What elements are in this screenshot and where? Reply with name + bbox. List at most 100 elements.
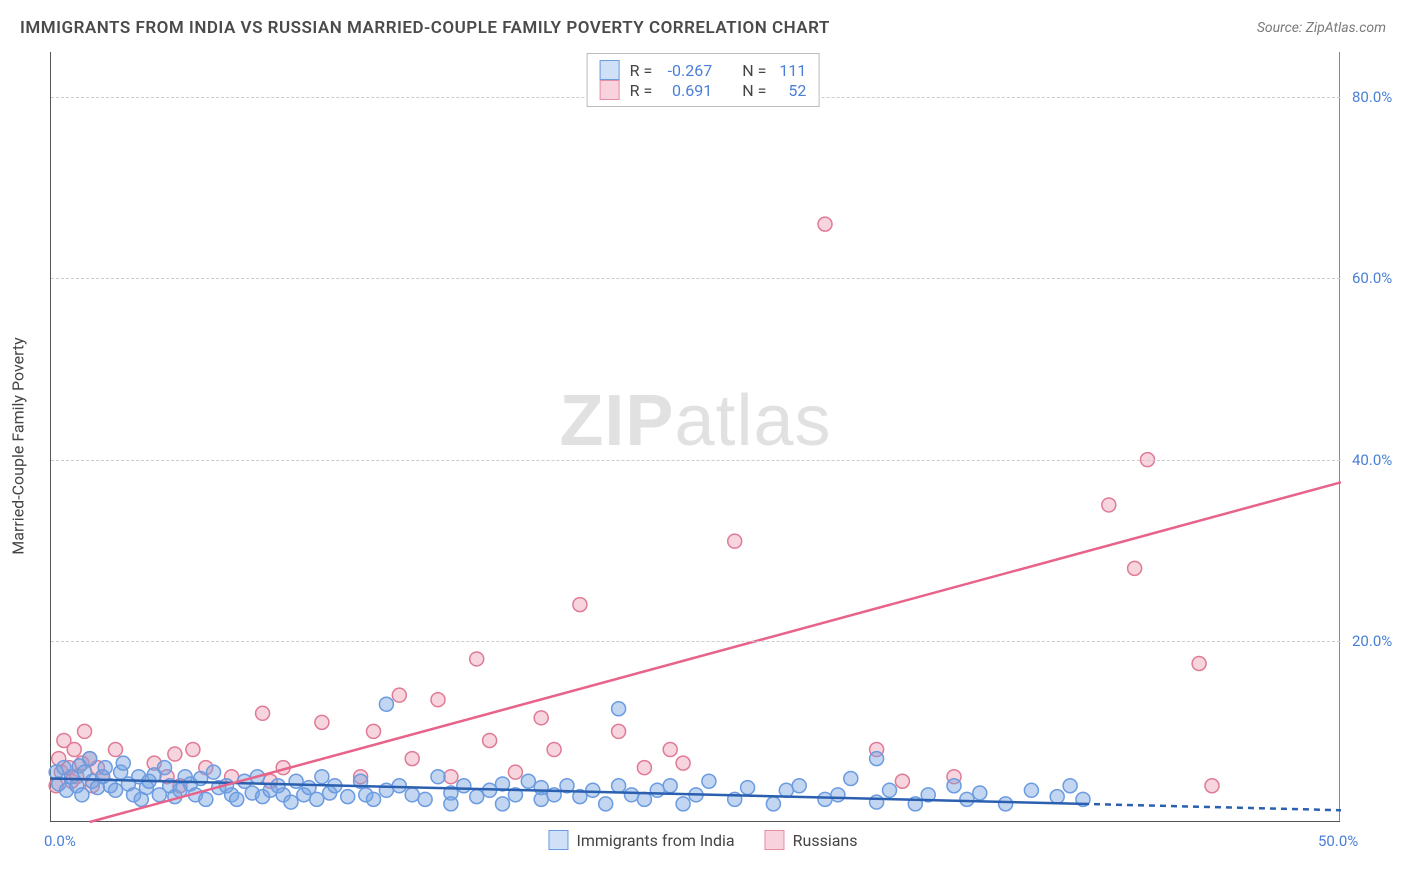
bottom-legend: Immigrants from India Russians [548, 830, 857, 850]
scatter-point [650, 783, 664, 797]
scatter-point [947, 779, 961, 793]
scatter-point [612, 702, 626, 716]
scatter-point [470, 652, 484, 666]
scatter-point [792, 779, 806, 793]
scatter-point [1050, 790, 1064, 804]
scatter-point [573, 598, 587, 612]
y-tick-label: 60.0% [1352, 269, 1392, 287]
scatter-point [158, 761, 172, 775]
bottom-legend-item: Immigrants from India [548, 830, 734, 850]
scatter-point [341, 790, 355, 804]
scatter-point [741, 781, 755, 795]
stat-legend-row: R = -0.267 N = 111 [600, 60, 807, 80]
scatter-point [508, 765, 522, 779]
scatter-point [405, 788, 419, 802]
scatter-point [405, 752, 419, 766]
chart-svg [51, 52, 1340, 821]
scatter-point [109, 783, 123, 797]
scatter-point [483, 733, 497, 747]
gridline [51, 278, 1340, 279]
scatter-point [766, 797, 780, 811]
scatter-point [418, 792, 432, 806]
scatter-point [625, 788, 639, 802]
gridline [51, 641, 1340, 642]
scatter-point [230, 792, 244, 806]
scatter-point [256, 706, 270, 720]
scatter-point [534, 781, 548, 795]
stat-n-label: N = [742, 81, 766, 100]
y-tick-label: 20.0% [1352, 632, 1392, 650]
gridline [51, 460, 1340, 461]
scatter-point [289, 774, 303, 788]
x-tick-label: 50.0% [1318, 832, 1358, 850]
scatter-point [470, 790, 484, 804]
scatter-point [663, 743, 677, 757]
scatter-point [367, 724, 381, 738]
scatter-point [1102, 498, 1116, 512]
scatter-point [612, 724, 626, 738]
scatter-point [844, 772, 858, 786]
scatter-point [78, 724, 92, 738]
scatter-point [883, 783, 897, 797]
scatter-point [496, 797, 510, 811]
legend-swatch [600, 60, 620, 80]
chart-header: IMMIGRANTS FROM INDIA VS RUSSIAN MARRIED… [20, 18, 1386, 38]
scatter-point [870, 795, 884, 809]
scatter-point [444, 770, 458, 784]
stat-n-label: N = [742, 61, 766, 80]
scatter-point [676, 756, 690, 770]
scatter-point [168, 747, 182, 761]
y-tick-label: 40.0% [1352, 451, 1392, 469]
scatter-point [75, 788, 89, 802]
scatter-point [779, 783, 793, 797]
scatter-point [1063, 779, 1077, 793]
chart-title: IMMIGRANTS FROM INDIA VS RUSSIAN MARRIED… [20, 18, 830, 38]
scatter-point [116, 756, 130, 770]
stat-r-label: R = [630, 81, 653, 100]
scatter-point [728, 534, 742, 548]
scatter-point [457, 779, 471, 793]
stat-r-value: 0.691 [662, 81, 712, 100]
scatter-point [534, 711, 548, 725]
bottom-legend-item: Russians [765, 830, 858, 850]
scatter-point [83, 752, 97, 766]
scatter-point [547, 743, 561, 757]
scatter-point [431, 770, 445, 784]
scatter-point [1128, 561, 1142, 575]
scatter-point [831, 788, 845, 802]
scatter-point [315, 770, 329, 784]
legend-swatch [765, 830, 785, 850]
scatter-point [818, 217, 832, 231]
scatter-point [379, 697, 393, 711]
scatter-point [1024, 783, 1038, 797]
scatter-point [870, 752, 884, 766]
legend-label: Russians [793, 831, 858, 850]
scatter-point [284, 795, 298, 809]
scatter-point [637, 761, 651, 775]
scatter-point [67, 743, 81, 757]
scatter-point [612, 779, 626, 793]
scatter-point [663, 779, 677, 793]
plot-area: ZIPatlas [50, 52, 1340, 822]
scatter-point [1205, 779, 1219, 793]
scatter-point [818, 792, 832, 806]
scatter-point [392, 688, 406, 702]
scatter-point [999, 797, 1013, 811]
stat-r-label: R = [630, 61, 653, 80]
y-axis-title: Married-Couple Family Poverty [9, 337, 28, 554]
scatter-point [521, 774, 535, 788]
scatter-point [960, 792, 974, 806]
scatter-point [199, 792, 213, 806]
scatter-point [973, 786, 987, 800]
scatter-point [444, 797, 458, 811]
scatter-point [98, 761, 112, 775]
scatter-point [207, 765, 221, 779]
stat-r-value: -0.267 [662, 61, 712, 80]
scatter-point [367, 792, 381, 806]
scatter-point [702, 774, 716, 788]
scatter-point [315, 715, 329, 729]
trend-line [1083, 804, 1341, 810]
stat-legend: R = -0.267 N = 111 R = 0.691 N = 52 [587, 53, 820, 107]
stat-legend-row: R = 0.691 N = 52 [600, 80, 807, 100]
scatter-point [310, 792, 324, 806]
